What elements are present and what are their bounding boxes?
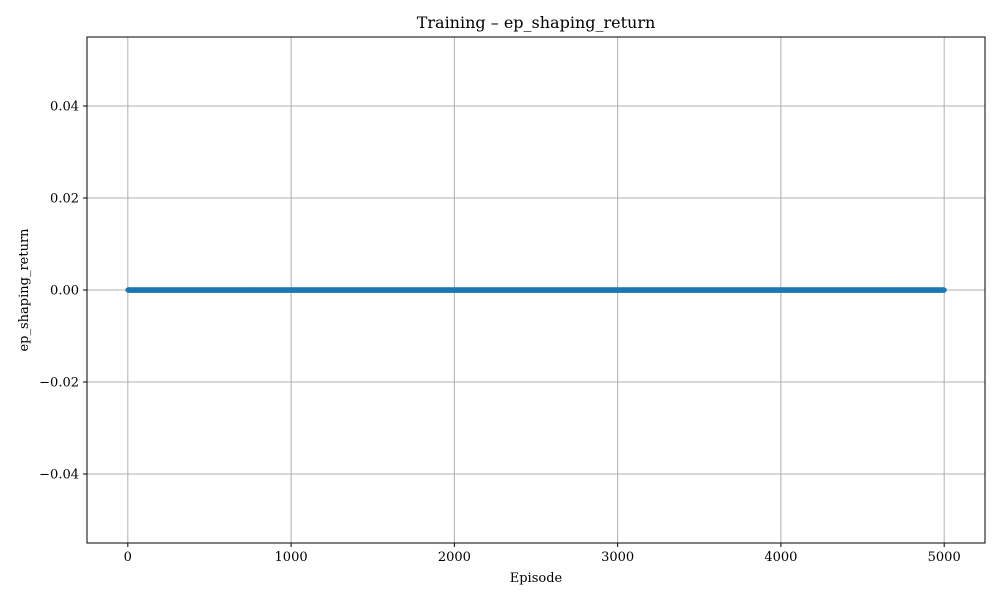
data-layer [125,287,946,292]
data-series [125,287,946,292]
